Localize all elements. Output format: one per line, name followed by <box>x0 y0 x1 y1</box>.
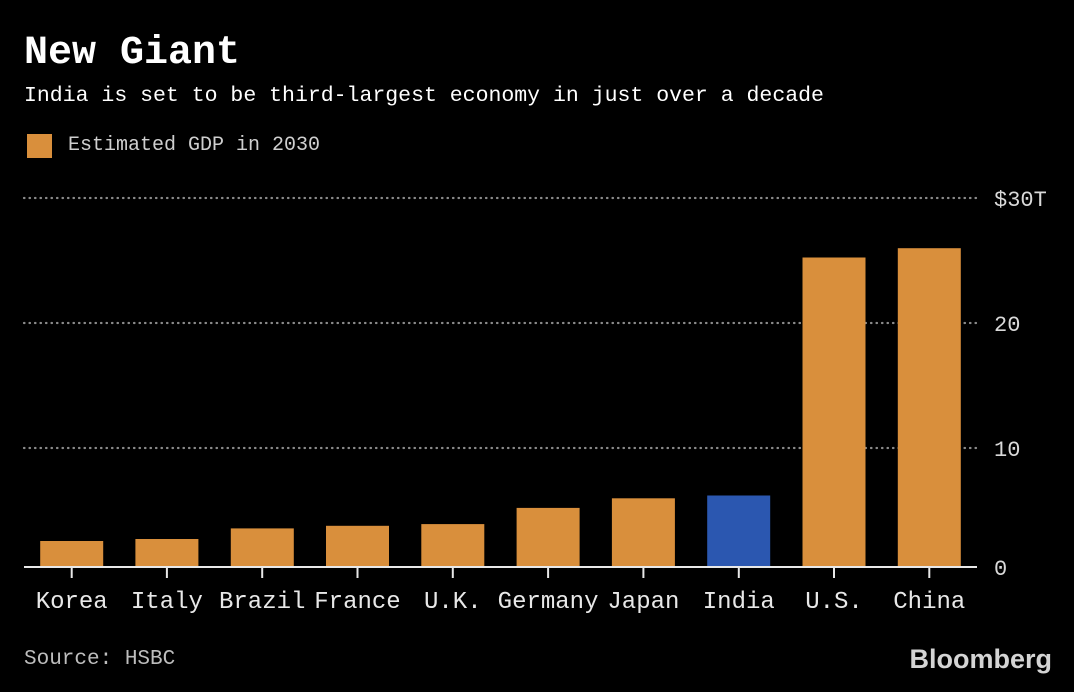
svg-text:20: 20 <box>994 313 1020 338</box>
svg-text:Korea: Korea <box>36 589 108 616</box>
svg-text:U.K.: U.K. <box>424 589 482 616</box>
svg-text:Japan: Japan <box>607 589 679 616</box>
svg-text:U.S.: U.S. <box>805 589 863 616</box>
svg-text:China: China <box>893 589 965 616</box>
svg-text:Brazil: Brazil <box>219 589 305 616</box>
svg-text:India: India <box>703 589 775 616</box>
svg-text:10: 10 <box>994 438 1020 463</box>
svg-text:Italy: Italy <box>131 589 203 616</box>
svg-text:0: 0 <box>994 557 1007 582</box>
svg-text:$30T: $30T <box>994 188 1047 213</box>
svg-text:France: France <box>314 589 400 616</box>
svg-text:Germany: Germany <box>498 589 599 616</box>
